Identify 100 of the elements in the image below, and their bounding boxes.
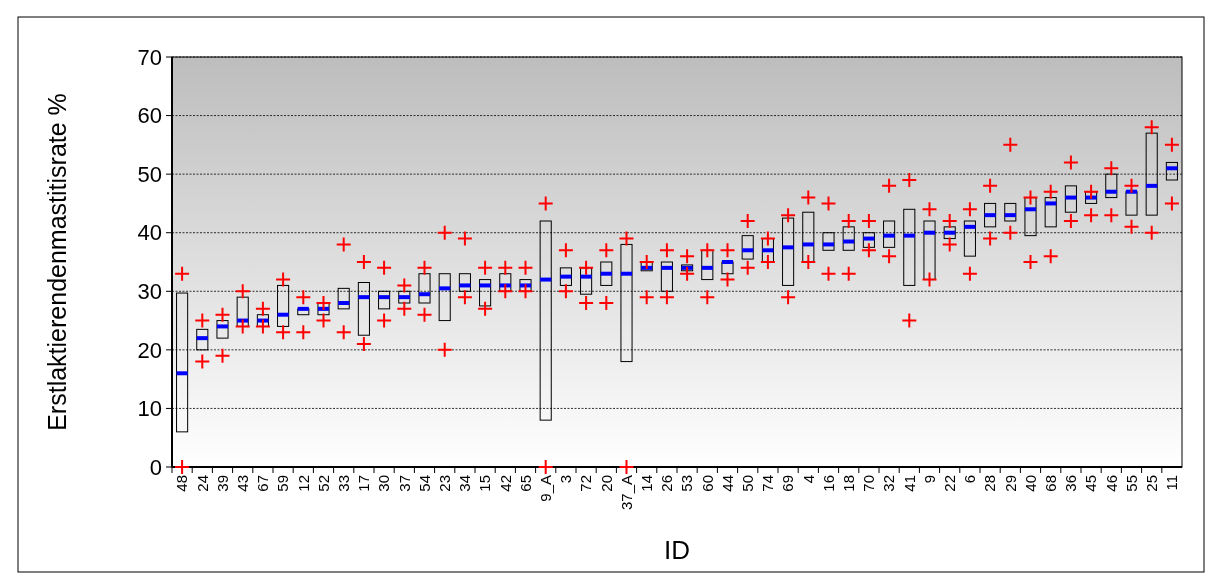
- y-tick-label: 10: [137, 396, 162, 422]
- point: [478, 260, 493, 275]
- point: [1003, 137, 1018, 152]
- point: [1164, 137, 1179, 152]
- point: [518, 260, 533, 275]
- x-tick-label: 9: [920, 475, 938, 484]
- x-tick-label: 46: [1102, 475, 1120, 492]
- point: [538, 196, 553, 211]
- point: [1144, 225, 1159, 240]
- point: [781, 290, 796, 305]
- x-tick-label: 15: [476, 475, 494, 492]
- point: [902, 173, 917, 187]
- point: [942, 237, 957, 252]
- point: [720, 243, 735, 258]
- point: [276, 272, 291, 287]
- point: [801, 255, 816, 269]
- point: [255, 319, 270, 334]
- point: [983, 231, 998, 246]
- point: [377, 260, 392, 275]
- point: [235, 284, 250, 299]
- point: [579, 296, 594, 310]
- point: [1084, 184, 1099, 199]
- point: [417, 260, 432, 275]
- x-tick-label: 74: [759, 475, 777, 492]
- x-tick-label: 65: [516, 475, 534, 492]
- point: [740, 214, 755, 228]
- point: [599, 243, 614, 258]
- point: [619, 231, 634, 246]
- point: [882, 249, 897, 264]
- point: [700, 290, 715, 305]
- x-tick-label: 41: [900, 475, 918, 492]
- x-tick-label: 14: [637, 475, 655, 492]
- x-tick-label: 50: [738, 475, 756, 492]
- x-tick-label: 20: [597, 475, 615, 492]
- point: [1104, 161, 1119, 176]
- x-tick-label: 23: [435, 475, 453, 492]
- x-tick-label: 48: [173, 475, 191, 492]
- y-tick-label: 30: [137, 278, 162, 304]
- x-tick-label: 69: [779, 475, 797, 492]
- point: [680, 249, 695, 264]
- x-tick-label: 45: [1082, 475, 1100, 492]
- x-tick-label: 40: [1021, 475, 1039, 492]
- point: [861, 243, 876, 258]
- x-tick-label: 11: [1163, 475, 1181, 491]
- x-tick-label: 44: [718, 475, 736, 492]
- point: [922, 202, 937, 217]
- point: [336, 237, 351, 252]
- x-tick-label: 12: [294, 475, 312, 492]
- point: [781, 208, 796, 223]
- point: [377, 313, 392, 328]
- point: [942, 214, 957, 228]
- point: [356, 337, 371, 351]
- point: [1043, 249, 1058, 264]
- point: [1144, 120, 1159, 135]
- x-tick-label: 37_A: [617, 475, 635, 511]
- y-tick-label: 20: [137, 337, 162, 363]
- point: [397, 278, 412, 293]
- point: [740, 260, 755, 275]
- point: [397, 301, 412, 316]
- point: [215, 348, 230, 363]
- x-tick-label: 42: [496, 475, 514, 492]
- point: [175, 460, 190, 474]
- point: [861, 214, 876, 228]
- x-tick-label: 54: [415, 475, 433, 492]
- point: [700, 243, 715, 258]
- x-tick-label: 32: [880, 475, 898, 492]
- point: [498, 260, 513, 275]
- point: [821, 266, 836, 281]
- point: [639, 290, 654, 305]
- point: [437, 225, 452, 240]
- point: [680, 266, 695, 281]
- point: [296, 290, 311, 305]
- point: [1023, 190, 1038, 205]
- point: [316, 296, 331, 310]
- point: [215, 307, 230, 322]
- point: [1124, 178, 1139, 193]
- point: [639, 255, 654, 269]
- x-tick-label: 17: [355, 475, 373, 492]
- point: [619, 460, 634, 474]
- x-tick-label: 25: [1142, 475, 1160, 492]
- point: [821, 196, 836, 211]
- y-tick-label: 50: [137, 161, 162, 187]
- point: [1084, 208, 1099, 223]
- x-tick-label: 60: [698, 475, 716, 492]
- x-tick-label: 3: [557, 475, 575, 484]
- x-tick-label: 52: [314, 475, 332, 492]
- x-tick-label: 28: [981, 475, 999, 492]
- point: [498, 284, 513, 299]
- point: [841, 214, 856, 228]
- x-tick-label: 34: [456, 475, 474, 492]
- x-tick-label: 9_A: [536, 475, 554, 502]
- point: [882, 178, 897, 193]
- point: [296, 325, 311, 340]
- point: [760, 231, 775, 246]
- point: [983, 178, 998, 193]
- x-tick-label: 6: [961, 475, 979, 484]
- x-tick-label: 70: [860, 475, 878, 492]
- point: [801, 190, 816, 205]
- point: [579, 260, 594, 275]
- point: [902, 313, 917, 328]
